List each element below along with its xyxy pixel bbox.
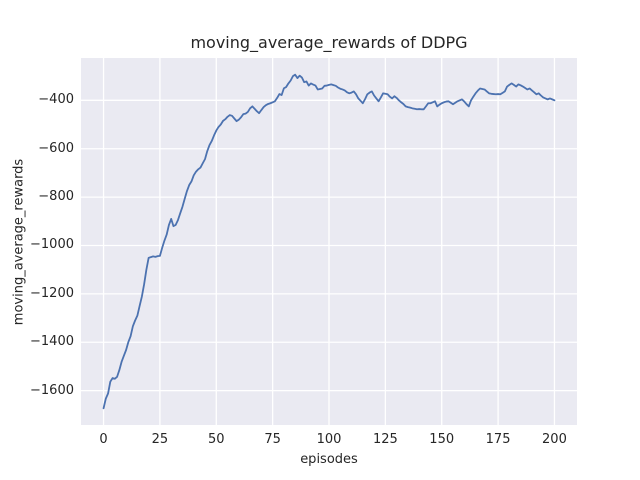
y-tick-label: −1600 <box>30 382 74 398</box>
x-tick-label: 25 <box>151 432 169 447</box>
x-tick-label: 75 <box>264 432 281 447</box>
x-axis-label: episodes <box>300 452 358 467</box>
y-tick-label: −1400 <box>30 334 74 350</box>
x-tick-label: 200 <box>542 432 567 447</box>
x-tick-label: 175 <box>485 432 511 447</box>
x-tick-label: 50 <box>207 432 225 447</box>
y-tick-label: −800 <box>38 189 74 205</box>
x-tick-label: 100 <box>316 432 342 447</box>
x-tick-label: 0 <box>99 432 108 447</box>
y-tick-label: −1000 <box>30 237 74 253</box>
y-tick-label: −1200 <box>30 285 74 301</box>
x-tick-label: 150 <box>429 432 455 447</box>
y-tick-label: −400 <box>38 92 74 108</box>
x-tick-label: 125 <box>372 432 398 447</box>
reward-line <box>102 73 556 410</box>
y-tick-label: −600 <box>38 140 74 156</box>
chart-title: moving_average_rewards of DDPG <box>190 33 468 52</box>
